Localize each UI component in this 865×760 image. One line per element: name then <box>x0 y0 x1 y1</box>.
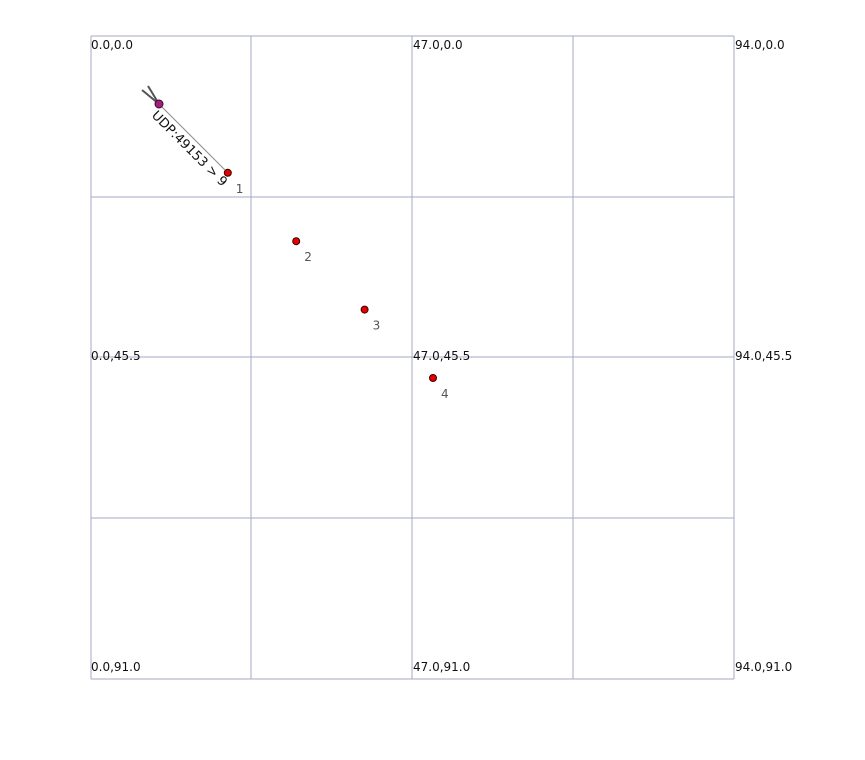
corner-label-mid-mid: 47.0,45.5 <box>413 349 470 363</box>
corner-label-mid-right: 94.0,45.5 <box>735 349 792 363</box>
node-label-1: 1 <box>236 182 244 196</box>
udp-link-label: UDP:49153 > 9 <box>148 108 230 190</box>
corner-label-bot-right: 94.0,91.0 <box>735 660 792 674</box>
node-label-2: 2 <box>304 250 312 264</box>
corner-label-bot-left: 0.0,91.0 <box>91 660 141 674</box>
node-label-3: 3 <box>373 319 381 333</box>
node-label-4: 4 <box>441 387 449 401</box>
grid-lines <box>90 35 735 680</box>
node-dot-2[interactable] <box>292 237 301 246</box>
corner-label-top-left: 0.0,0.0 <box>91 38 133 52</box>
node-dot-1[interactable] <box>223 168 232 177</box>
udp-link-line[interactable] <box>158 103 229 174</box>
corner-label-top-mid: 47.0,0.0 <box>413 38 463 52</box>
corner-label-mid-left: 0.0,45.5 <box>91 349 141 363</box>
source-node-dot[interactable] <box>154 99 164 109</box>
corner-label-bot-mid: 47.0,91.0 <box>413 660 470 674</box>
node-dot-3[interactable] <box>360 305 369 314</box>
corner-label-top-right: 94.0,0.0 <box>735 38 785 52</box>
node-dot-4[interactable] <box>429 374 437 382</box>
nodes-layer: 1 2 3 4 <box>223 168 449 401</box>
